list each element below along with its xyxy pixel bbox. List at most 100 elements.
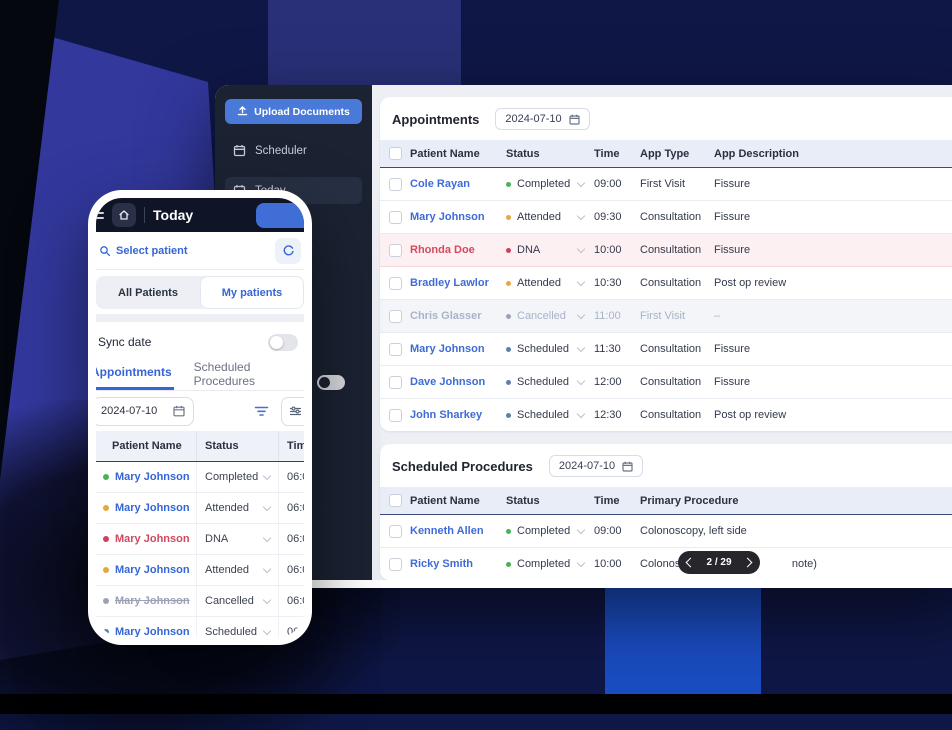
- tab-scheduled-procedures[interactable]: Scheduled Procedures: [193, 359, 256, 388]
- phone-date-picker[interactable]: 2024-07-10: [96, 396, 194, 426]
- status-dropdown[interactable]: Completed: [506, 558, 594, 570]
- patient-link[interactable]: Rhonda Doe: [410, 244, 475, 256]
- patient-link[interactable]: Dave Johnson: [410, 376, 486, 388]
- menu-icon[interactable]: [96, 211, 104, 219]
- col-status: Status: [196, 431, 278, 461]
- segment-my-patients[interactable]: My patients: [200, 276, 304, 309]
- sidebar-toggle[interactable]: [317, 375, 345, 390]
- patient-link[interactable]: Mary Johnson: [115, 471, 190, 483]
- select-patient-link[interactable]: Select patient: [116, 244, 188, 257]
- row-checkbox[interactable]: [389, 309, 402, 323]
- status-dropdown[interactable]: Completed: [506, 525, 594, 537]
- table-row[interactable]: Kenneth Allen Completed 09:00 Colonoscop…: [380, 515, 952, 548]
- phone-table-row[interactable]: Mary Johnson Attended 06:0: [96, 493, 304, 524]
- phone-table-row[interactable]: Mary Johnson Attended 06:0: [96, 555, 304, 586]
- time-value: 10:00: [594, 244, 622, 256]
- table-row[interactable]: Rhonda Doe DNA 10:00 Consultation Fissur…: [380, 234, 952, 267]
- sidebar-item-scheduler[interactable]: Scheduler: [225, 137, 362, 164]
- segment-all-patients[interactable]: All Patients: [118, 286, 178, 299]
- patient-link[interactable]: Kenneth Allen: [410, 525, 484, 537]
- patient-link[interactable]: Chris Glasser: [410, 310, 482, 322]
- select-all-checkbox[interactable]: [389, 494, 402, 507]
- table-row[interactable]: Mary Johnson Scheduled 11:30 Consultatio…: [380, 333, 952, 366]
- row-checkbox[interactable]: [389, 408, 402, 422]
- table-row[interactable]: Mary Johnson Attended 09:30 Consultation…: [380, 201, 952, 234]
- table-row[interactable]: John Sharkey Scheduled 12:30 Consultatio…: [380, 399, 952, 431]
- status-dropdown[interactable]: Scheduled: [506, 409, 594, 421]
- row-checkbox[interactable]: [389, 276, 402, 290]
- select-all-checkbox[interactable]: [389, 147, 402, 160]
- chevron-down-icon: [576, 525, 586, 535]
- refresh-button[interactable]: [275, 237, 301, 264]
- status-dot: [506, 412, 511, 418]
- row-checkbox[interactable]: [389, 243, 402, 257]
- patient-link[interactable]: John Sharkey: [410, 409, 483, 421]
- next-page-icon[interactable]: [742, 557, 753, 568]
- status-dropdown[interactable]: Completed: [196, 462, 278, 492]
- patient-link[interactable]: Mary Johnson: [115, 533, 190, 545]
- phone-header: Today: [96, 198, 304, 232]
- row-checkbox[interactable]: [389, 375, 402, 389]
- row-checkbox[interactable]: [389, 342, 402, 356]
- status-dropdown[interactable]: Attended: [506, 211, 594, 223]
- row-checkbox[interactable]: [389, 177, 402, 191]
- phone-table-row[interactable]: Mary Johnson DNA 06:0: [96, 524, 304, 555]
- phone-table-row[interactable]: Mary Johnson Cancelled 06:0: [96, 586, 304, 617]
- table-row[interactable]: Dave Johnson Scheduled 12:00 Consultatio…: [380, 366, 952, 399]
- upload-documents-button[interactable]: Upload Documents: [225, 99, 362, 124]
- table-row[interactable]: Ricky Smith Completed 10:00 Colonoscopy,…: [380, 548, 952, 580]
- status-dropdown[interactable]: DNA: [196, 524, 278, 554]
- prev-page-icon[interactable]: [685, 557, 696, 568]
- status-label: Scheduled: [205, 626, 257, 637]
- home-button[interactable]: [112, 203, 136, 227]
- status-dropdown[interactable]: Scheduled: [506, 343, 594, 355]
- status-dropdown[interactable]: DNA: [506, 244, 594, 256]
- patient-link[interactable]: Mary Johnson: [410, 343, 485, 355]
- background-bottom-blue-block: [605, 584, 761, 697]
- status-dropdown[interactable]: Attended: [506, 277, 594, 289]
- status-dropdown[interactable]: Attended: [196, 493, 278, 523]
- status-label: DNA: [517, 244, 541, 256]
- tab-appointments[interactable]: Appointments: [96, 357, 174, 390]
- status-dropdown[interactable]: Scheduled: [196, 617, 278, 637]
- patient-link[interactable]: Cole Rayan: [410, 178, 470, 190]
- col-primary-procedure: Primary Procedure: [640, 494, 739, 507]
- filter-icon[interactable]: [254, 406, 269, 417]
- status-dropdown[interactable]: Cancelled: [196, 586, 278, 616]
- patient-link[interactable]: Mary Johnson: [115, 502, 190, 514]
- patient-link[interactable]: Mary Johnson: [115, 564, 190, 576]
- status-dropdown[interactable]: Attended: [196, 555, 278, 585]
- row-checkbox[interactable]: [389, 524, 402, 538]
- phone-table-row[interactable]: Mary Johnson Scheduled 06:0: [96, 617, 304, 637]
- table-row[interactable]: Chris Glasser Cancelled 11:00 First Visi…: [380, 300, 952, 333]
- patient-link[interactable]: Mary Johnson: [115, 595, 190, 607]
- app-desc-value: Fissure: [714, 343, 751, 355]
- app-desc-value: Fissure: [714, 211, 751, 223]
- row-checkbox[interactable]: [389, 557, 402, 571]
- status-label: Cancelled: [517, 310, 566, 322]
- chevron-down-icon: [262, 502, 272, 512]
- status-dropdown[interactable]: Completed: [506, 178, 594, 190]
- time-value: 06:0: [278, 617, 304, 637]
- col-status: Status: [506, 494, 540, 507]
- patient-link[interactable]: Mary Johnson: [115, 626, 190, 637]
- patient-link[interactable]: Ricky Smith: [410, 558, 473, 570]
- chevron-down-icon: [262, 595, 272, 605]
- phone-table-row[interactable]: Mary Johnson Completed 06:0: [96, 462, 304, 493]
- sliders-icon: [289, 406, 302, 415]
- app-desc-value: Post op review: [714, 277, 787, 289]
- status-label: Scheduled: [517, 376, 569, 388]
- sync-date-toggle[interactable]: [268, 333, 298, 351]
- chevron-down-icon: [576, 310, 586, 320]
- table-settings-button[interactable]: [281, 396, 304, 426]
- status-dropdown[interactable]: Cancelled: [506, 310, 594, 322]
- appointments-date-picker[interactable]: 2024-07-10: [495, 108, 590, 130]
- table-row[interactable]: Cole Rayan Completed 09:00 First Visit F…: [380, 168, 952, 201]
- status-dropdown[interactable]: Scheduled: [506, 376, 594, 388]
- table-row[interactable]: Bradley Lawlor Attended 10:30 Consultati…: [380, 267, 952, 300]
- header-action-button[interactable]: [256, 202, 304, 228]
- procedures-date-picker[interactable]: 2024-07-10: [548, 455, 644, 477]
- row-checkbox[interactable]: [389, 210, 402, 224]
- patient-link[interactable]: Bradley Lawlor: [410, 277, 489, 289]
- patient-link[interactable]: Mary Johnson: [410, 211, 485, 223]
